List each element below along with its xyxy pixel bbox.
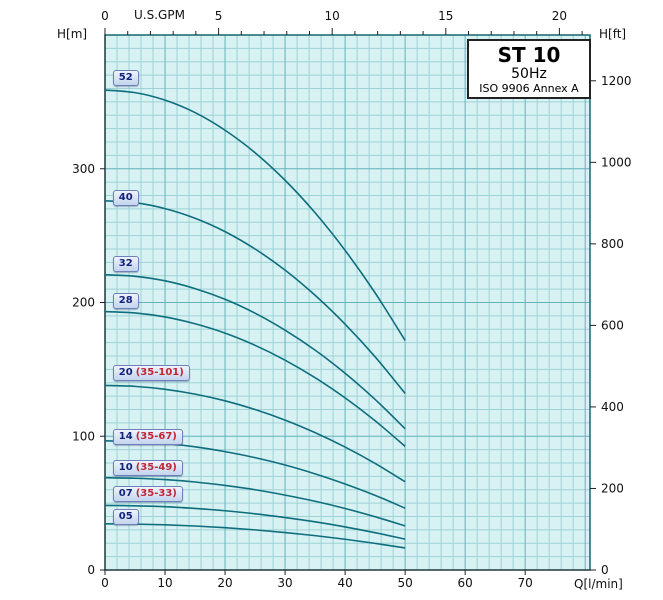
tick-label: 100 xyxy=(72,429,95,443)
frequency: 50Hz xyxy=(511,66,547,82)
tick-label: 300 xyxy=(72,162,95,176)
tick-label: 40 xyxy=(337,576,352,590)
tick-label: 10 xyxy=(325,9,340,23)
standard-note: ISO 9906 Annex A xyxy=(479,82,579,95)
left-axis-title: H[m] xyxy=(57,27,88,41)
tick-label: 200 xyxy=(601,481,624,495)
tick-label: 600 xyxy=(601,318,624,332)
tick-label: 0 xyxy=(87,563,95,577)
tick-label: 0 xyxy=(101,9,109,23)
tick-label: 200 xyxy=(72,296,95,310)
tick-label: 400 xyxy=(601,400,624,414)
tick-label: 800 xyxy=(601,237,624,251)
pump-curve-05 xyxy=(104,523,406,549)
top-axis-title: U.S.GPM xyxy=(134,8,185,22)
pump-curve-07 xyxy=(104,504,406,540)
tick-labels: 0 5 10 15 200 10 20 30 40 50 60 7001002003000200400… xyxy=(72,9,631,590)
grid-major xyxy=(105,35,590,570)
tick-label: 15 xyxy=(438,9,453,23)
tick-label: 30 xyxy=(277,576,292,590)
tick-label: 10 xyxy=(157,576,172,590)
tick-label: 20 xyxy=(552,9,567,23)
tick-label: 70 xyxy=(518,576,533,590)
pump-curve-52 xyxy=(104,89,406,341)
tick-label: 60 xyxy=(458,576,473,590)
pump-curve-28 xyxy=(104,310,406,448)
pump-curve-10 xyxy=(104,476,406,527)
bottom-axis-title: Q[l/min] xyxy=(574,577,623,591)
pump-curve-20 xyxy=(104,384,406,483)
tick-label: 1200 xyxy=(601,74,632,88)
tick-label: 0 xyxy=(101,576,109,590)
pump-curve-40 xyxy=(104,200,406,394)
tick-label: 1000 xyxy=(601,155,632,169)
tick-label: 0 xyxy=(601,563,609,577)
pump-curve-32 xyxy=(104,273,406,430)
axis-ticks xyxy=(100,28,596,575)
tick-label: 5 xyxy=(215,9,223,23)
model-name: ST 10 xyxy=(497,43,561,67)
tick-label: 50 xyxy=(397,576,412,590)
tick-label: 20 xyxy=(217,576,232,590)
right-axis-title: H[ft] xyxy=(599,27,627,41)
title-box: ST 10 50Hz ISO 9906 Annex A xyxy=(467,39,591,99)
